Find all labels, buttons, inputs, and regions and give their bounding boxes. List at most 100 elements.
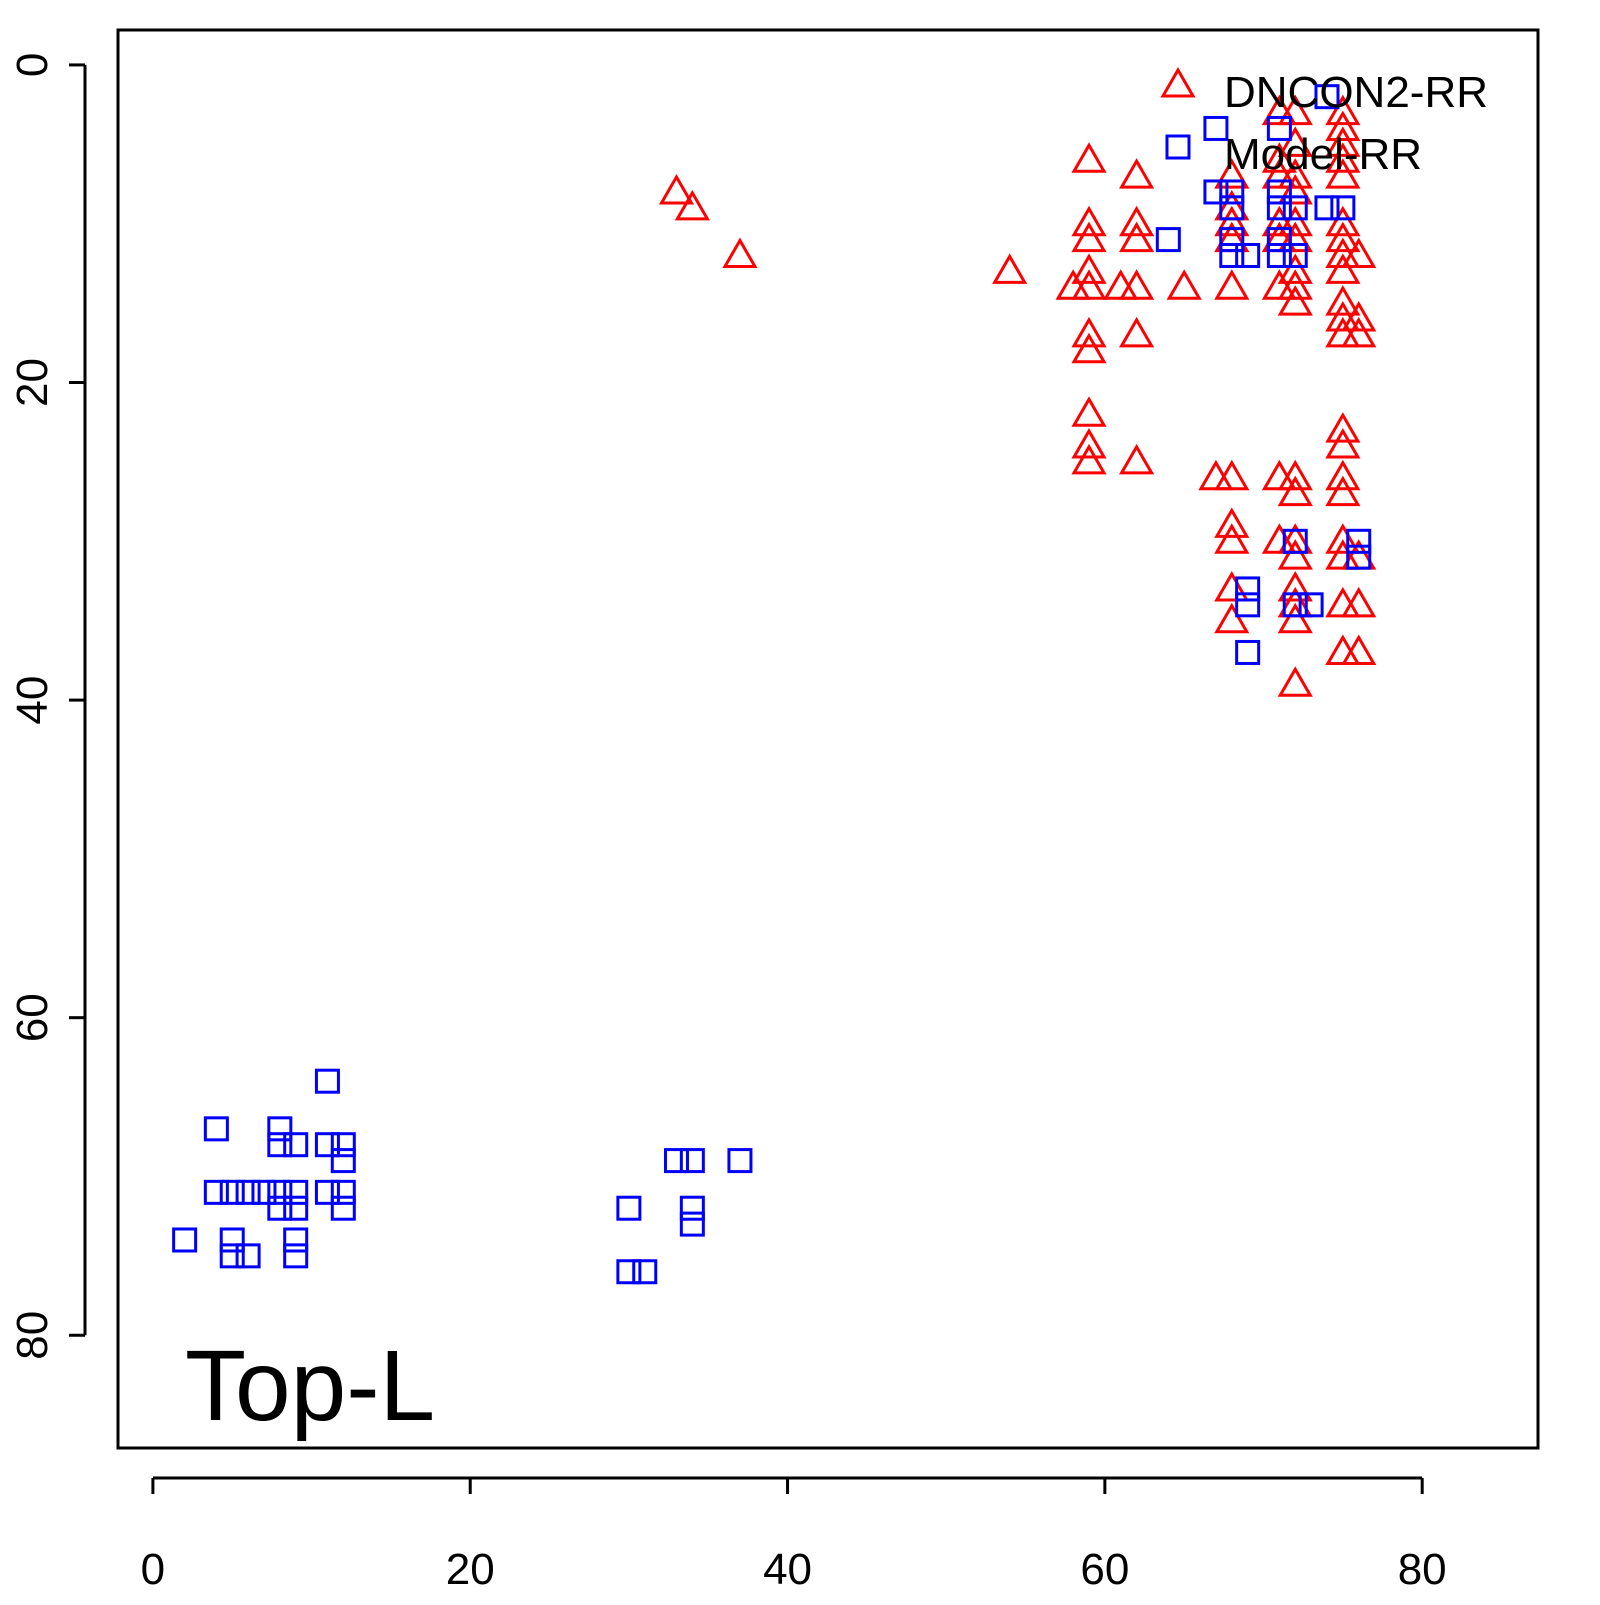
point [1346,544,1372,570]
point [1325,586,1361,618]
point [1198,459,1234,491]
point [1155,227,1181,253]
point [1282,195,1308,221]
point [251,1179,277,1205]
point [219,1243,245,1269]
point [1261,142,1297,173]
point [1214,269,1250,300]
point [1298,592,1324,618]
point [1118,205,1155,237]
point [283,1179,309,1205]
point [1277,205,1313,237]
point [330,1132,356,1158]
point [314,1132,340,1158]
point [1235,576,1261,602]
point [283,1195,309,1221]
point [1203,115,1229,141]
point [1118,443,1155,475]
point [1325,523,1361,554]
legend-label: DNCON2-RR [1224,68,1488,117]
point [1266,115,1292,141]
point [1103,269,1139,300]
point [1277,221,1313,253]
point [1214,570,1250,602]
point [1235,639,1261,665]
point [1314,84,1340,110]
point [1341,237,1377,268]
point [1266,195,1292,221]
point [1071,396,1107,427]
legend-label: Model-RR [1224,130,1422,179]
point [283,1227,309,1253]
point [1219,195,1245,221]
point [330,1179,356,1205]
x-tick-label: 60 [1080,1545,1129,1594]
point [314,1179,340,1205]
point [1118,269,1155,300]
point [1214,523,1250,554]
point [1071,332,1107,364]
point [679,1148,705,1174]
x-tick-label: 40 [763,1545,812,1594]
y-tick-label: 80 [8,1311,57,1360]
point [1325,475,1361,507]
point [1118,158,1155,189]
point [1277,475,1313,507]
point [722,237,758,268]
point [674,189,710,221]
point [283,1132,309,1158]
annotation: Top-L [185,1330,435,1442]
point [632,1259,658,1285]
point [283,1243,309,1269]
point [1341,586,1377,618]
point [314,1068,340,1094]
point [1282,242,1308,268]
point [1277,126,1313,157]
point [1071,428,1107,459]
point [1266,227,1292,253]
point [1341,316,1377,348]
point [1277,459,1313,491]
point [1071,205,1107,237]
point [267,1195,293,1221]
point [235,1179,261,1205]
point [1219,227,1245,253]
y-tick-label: 60 [8,993,57,1042]
y-tick-label: 20 [8,358,57,407]
legend-marker [1165,134,1191,160]
point [267,1116,293,1142]
point [1277,539,1313,570]
point [1219,242,1245,268]
y-tick-label: 0 [8,53,57,77]
point [1325,110,1361,141]
point [1071,269,1107,300]
point [267,1132,293,1158]
point [1277,269,1313,300]
point [616,1195,642,1221]
x-tick-label: 0 [141,1545,165,1594]
point [1346,528,1372,554]
point [1071,142,1107,173]
point [1214,459,1250,491]
point [1325,459,1361,491]
point [203,1116,229,1142]
point [1071,253,1107,284]
point [1325,94,1361,126]
point [1282,528,1308,554]
point [992,253,1028,284]
point [1219,179,1245,205]
point [1282,592,1308,618]
point [1118,316,1155,348]
point [1277,570,1313,602]
point [1325,634,1361,665]
point [1266,242,1292,268]
y-tick-label: 40 [8,676,57,725]
point [1325,253,1361,284]
point [1325,412,1361,443]
point [1277,173,1313,205]
point [1277,602,1313,634]
point [1325,142,1361,173]
point [658,173,695,205]
